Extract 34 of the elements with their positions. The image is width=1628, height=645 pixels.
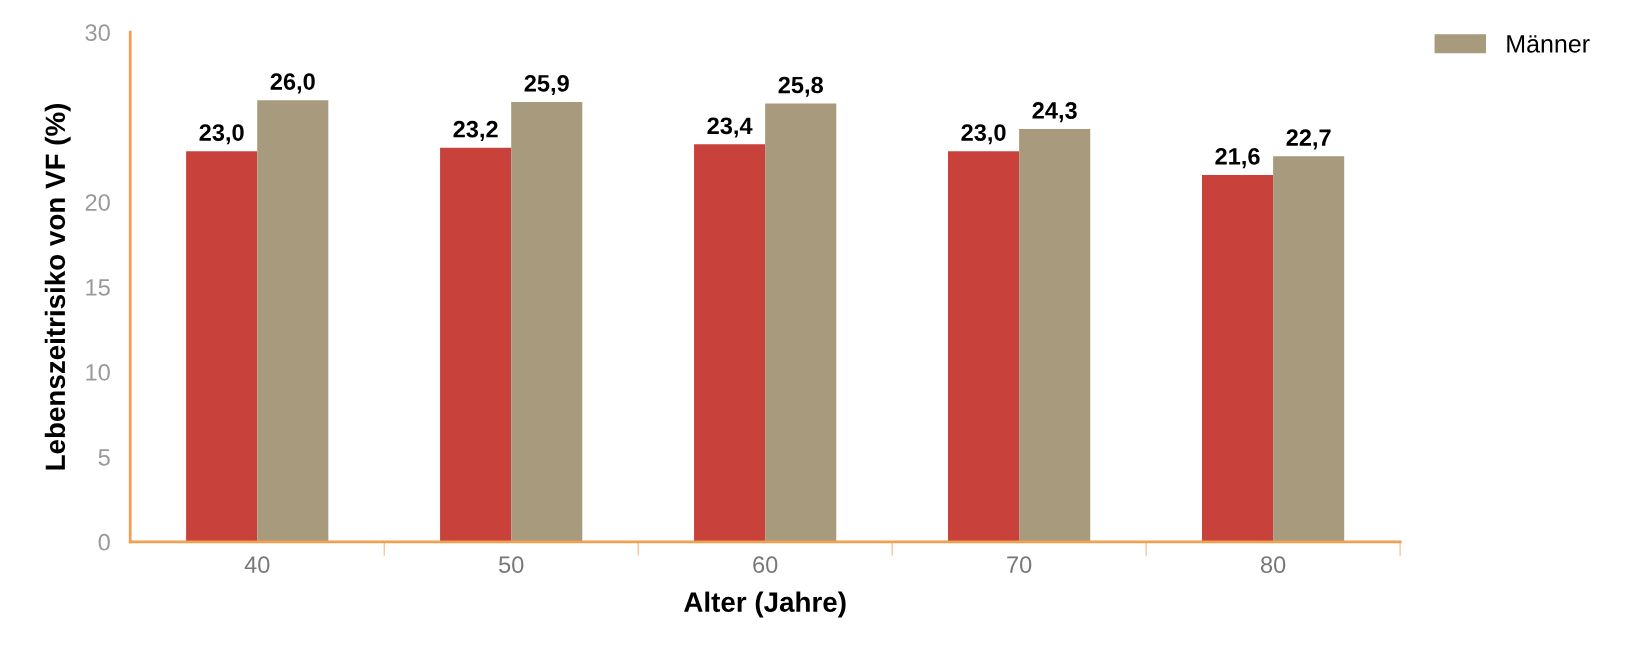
y-tick-label: 0 [98,533,110,551]
data-label: 23,0 [199,124,244,145]
data-label: 23,0 [961,124,1006,145]
y-tick-label: 15 [86,279,110,296]
data-label: 22,7 [1286,129,1331,150]
data-label: 24,3 [1032,102,1077,123]
data-label: 25,9 [524,74,569,96]
bar [1019,129,1091,542]
data-label: 23,2 [453,120,498,141]
y-tick-label: 5 [98,449,110,466]
bar [1201,174,1274,542]
x-tick-label: 80 [1260,556,1286,574]
x-tick-label: 60 [753,556,778,574]
data-label: 21,6 [1215,147,1260,169]
bar [765,103,837,542]
bar [257,100,329,542]
data-label: 23,4 [707,117,753,138]
y-tick-label: 30 [85,24,110,42]
bar [511,101,583,542]
bar [440,147,512,542]
legend-label: Männer [1507,35,1590,53]
data-label: 25,8 [778,76,823,97]
x-axis-title: Alter (Jahre) [684,591,846,618]
bar [694,144,766,542]
y-tick-label: 20 [85,194,110,211]
data-label: 26,0 [270,73,315,94]
x-tick-label: 40 [244,556,270,574]
bar [948,151,1020,542]
y-axis-title: Lebenszeitrisiko von VF (%) [44,103,71,470]
y-tick-label: 10 [86,364,110,381]
x-tick-label: 50 [499,556,524,574]
bar [186,151,258,542]
bar [1273,156,1345,542]
x-tick-label: 70 [1007,556,1032,574]
